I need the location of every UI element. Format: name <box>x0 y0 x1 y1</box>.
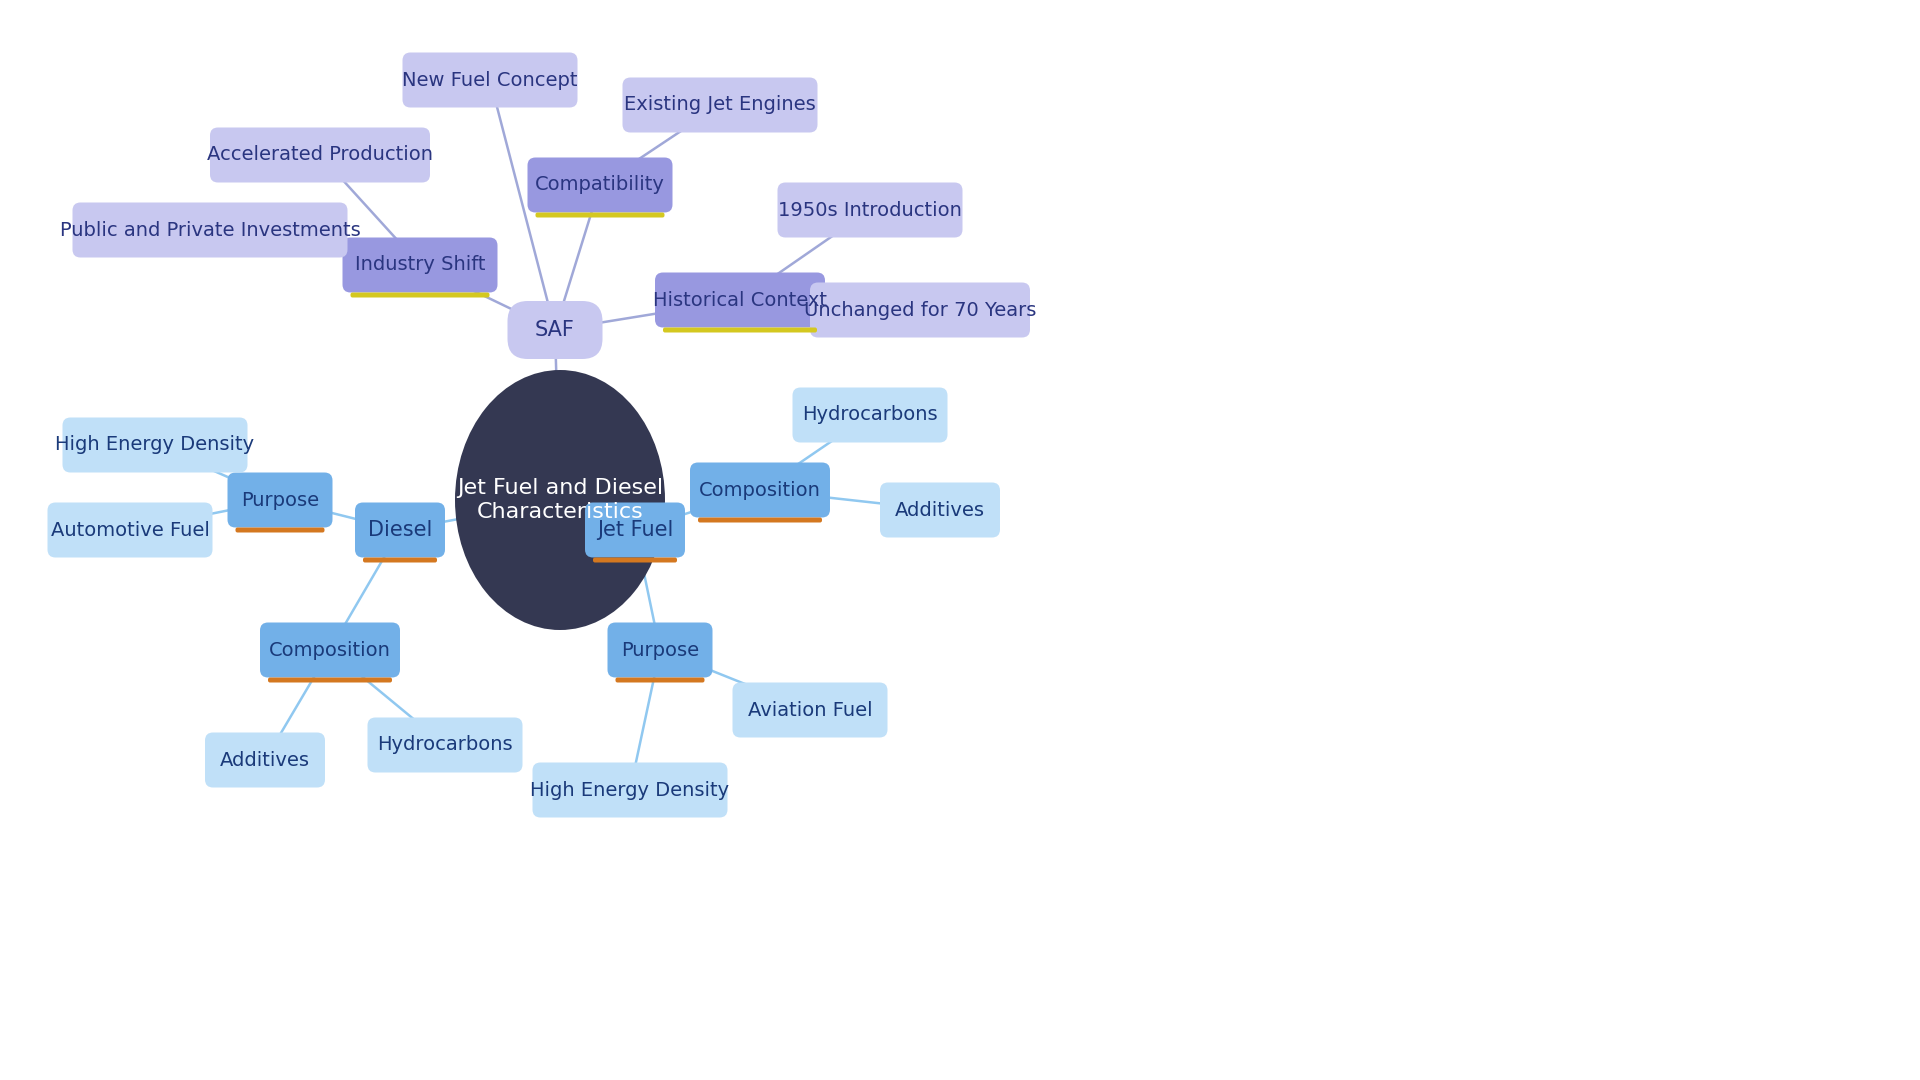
Text: High Energy Density: High Energy Density <box>530 781 730 799</box>
FancyBboxPatch shape <box>689 462 829 517</box>
FancyBboxPatch shape <box>879 483 1000 538</box>
FancyBboxPatch shape <box>586 502 685 557</box>
Text: Jet Fuel: Jet Fuel <box>597 519 674 540</box>
Text: Historical Context: Historical Context <box>653 291 828 310</box>
Text: Hydrocarbons: Hydrocarbons <box>376 735 513 755</box>
FancyBboxPatch shape <box>363 557 438 563</box>
FancyBboxPatch shape <box>209 127 430 183</box>
FancyBboxPatch shape <box>73 203 348 257</box>
FancyBboxPatch shape <box>778 183 962 238</box>
FancyBboxPatch shape <box>616 677 705 683</box>
FancyBboxPatch shape <box>793 388 947 443</box>
Text: SAF: SAF <box>536 320 574 340</box>
FancyBboxPatch shape <box>355 502 445 557</box>
Text: 1950s Introduction: 1950s Introduction <box>778 201 962 219</box>
FancyBboxPatch shape <box>733 683 887 738</box>
Text: Aviation Fuel: Aviation Fuel <box>747 701 872 719</box>
FancyBboxPatch shape <box>351 293 490 297</box>
FancyBboxPatch shape <box>607 622 712 677</box>
FancyBboxPatch shape <box>259 622 399 677</box>
Text: Compatibility: Compatibility <box>536 175 664 194</box>
Text: Additives: Additives <box>221 751 309 769</box>
Text: Additives: Additives <box>895 500 985 519</box>
FancyBboxPatch shape <box>528 158 672 213</box>
FancyBboxPatch shape <box>699 517 822 523</box>
FancyBboxPatch shape <box>403 53 578 108</box>
Text: Automotive Fuel: Automotive Fuel <box>50 521 209 540</box>
FancyBboxPatch shape <box>507 301 603 359</box>
FancyBboxPatch shape <box>205 732 324 787</box>
Text: Purpose: Purpose <box>240 490 319 510</box>
Text: Accelerated Production: Accelerated Production <box>207 146 434 164</box>
FancyBboxPatch shape <box>536 213 664 217</box>
Text: High Energy Density: High Energy Density <box>56 435 255 455</box>
Ellipse shape <box>455 370 664 630</box>
Text: Jet Fuel and Diesel
Characteristics: Jet Fuel and Diesel Characteristics <box>457 478 662 522</box>
FancyBboxPatch shape <box>810 283 1029 337</box>
Text: Industry Shift: Industry Shift <box>355 256 486 274</box>
Text: Composition: Composition <box>269 640 392 660</box>
Text: Existing Jet Engines: Existing Jet Engines <box>624 95 816 114</box>
FancyBboxPatch shape <box>63 418 248 473</box>
FancyBboxPatch shape <box>593 557 678 563</box>
FancyBboxPatch shape <box>227 473 332 527</box>
FancyBboxPatch shape <box>622 78 818 133</box>
Text: Public and Private Investments: Public and Private Investments <box>60 220 361 240</box>
FancyBboxPatch shape <box>236 527 324 532</box>
FancyBboxPatch shape <box>655 272 826 327</box>
Text: Composition: Composition <box>699 481 822 499</box>
Text: Purpose: Purpose <box>620 640 699 660</box>
FancyBboxPatch shape <box>342 238 497 293</box>
Text: Unchanged for 70 Years: Unchanged for 70 Years <box>804 300 1037 320</box>
FancyBboxPatch shape <box>662 327 818 333</box>
Text: New Fuel Concept: New Fuel Concept <box>403 70 578 90</box>
Text: Diesel: Diesel <box>369 519 432 540</box>
FancyBboxPatch shape <box>48 502 213 557</box>
FancyBboxPatch shape <box>532 762 728 818</box>
Text: Hydrocarbons: Hydrocarbons <box>803 405 937 424</box>
FancyBboxPatch shape <box>269 677 392 683</box>
FancyBboxPatch shape <box>367 717 522 772</box>
